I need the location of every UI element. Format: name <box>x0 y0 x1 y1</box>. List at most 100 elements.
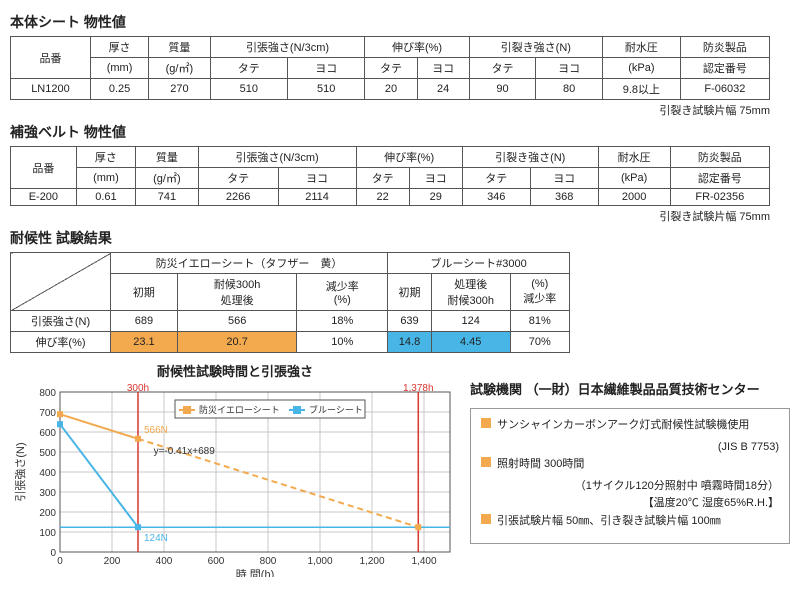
col-thick: 厚さ <box>90 37 148 58</box>
cell: 346 <box>462 189 530 206</box>
cell: 639 <box>388 311 432 332</box>
col-fire: 防炎製品 <box>680 37 769 58</box>
col-tear: 引裂き強さ(N) <box>462 147 598 168</box>
col-code: 品番 <box>11 147 77 189</box>
cell: 10% <box>297 332 388 353</box>
chart: 010020030040050060070080002004006008001,… <box>10 382 460 577</box>
svg-text:800: 800 <box>39 388 56 399</box>
u: (kPa) <box>598 168 670 189</box>
svg-text:時 間(h): 時 間(h) <box>236 568 275 577</box>
sub: タテ <box>365 58 417 79</box>
svg-text:1,400: 1,400 <box>411 556 436 567</box>
cell: 90 <box>469 79 536 100</box>
cell: 2000 <box>598 189 670 206</box>
svg-text:300: 300 <box>39 488 56 499</box>
col-mass: 質量 <box>149 37 210 58</box>
u: (kPa) <box>602 58 680 79</box>
sub: タテ <box>198 168 278 189</box>
cell: 70% <box>510 332 570 353</box>
info-box: サンシャインカーボンアーク灯式耐候性試験機使用(JIS B 7753)照射時間 … <box>470 408 790 544</box>
sub: タテ <box>469 58 536 79</box>
svg-text:600: 600 <box>39 428 56 439</box>
cell: LN1200 <box>11 79 91 100</box>
u: 認定番号 <box>680 58 769 79</box>
cell: 741 <box>136 189 199 206</box>
cell: 2266 <box>198 189 278 206</box>
cell: 14.8 <box>388 332 432 353</box>
h: 処理後 耐候300h <box>431 274 510 311</box>
section3-title: 耐候性 試験結果 <box>10 228 790 248</box>
sub: タテ <box>356 168 409 189</box>
u: (g/㎡) <box>136 168 199 189</box>
svg-text:100: 100 <box>39 528 56 539</box>
sub: ヨコ <box>536 58 603 79</box>
sub: ヨコ <box>287 58 364 79</box>
sheet-b: ブルーシート#3000 <box>388 253 570 274</box>
cell: 18% <box>297 311 388 332</box>
col-elong: 伸び率(%) <box>356 147 462 168</box>
col-elong: 伸び率(%) <box>365 37 469 58</box>
svg-text:引張強さ(N): 引張強さ(N) <box>13 442 27 501</box>
sub: ヨコ <box>417 58 469 79</box>
svg-text:y=-0.41x+689: y=-0.41x+689 <box>154 446 216 457</box>
col-tensile: 引張強さ(N/3cm) <box>210 37 365 58</box>
cell: 引張強さ(N) <box>11 311 111 332</box>
cell: 29 <box>409 189 462 206</box>
cell: 566 <box>177 311 297 332</box>
cell: 22 <box>356 189 409 206</box>
cell: F-06032 <box>680 79 769 100</box>
svg-text:124N: 124N <box>144 533 168 544</box>
table-body-sheet: 品番 厚さ 質量 引張強さ(N/3cm) 伸び率(%) 引裂き強さ(N) 耐水圧… <box>10 36 770 100</box>
col-code: 品番 <box>11 37 91 79</box>
svg-text:200: 200 <box>104 556 121 567</box>
h: 減少率 (%) <box>297 274 388 311</box>
svg-text:300h: 300h <box>127 383 149 394</box>
cell: 510 <box>210 79 287 100</box>
col-fire: 防炎製品 <box>670 147 769 168</box>
cell: 0.25 <box>90 79 148 100</box>
chart-title: 耐候性試験時間と引張強さ <box>10 361 460 380</box>
cell: E-200 <box>11 189 77 206</box>
sub: ヨコ <box>278 168 356 189</box>
table-belt: 品番 厚さ 質量 引張強さ(N/3cm) 伸び率(%) 引裂き強さ(N) 耐水圧… <box>10 146 770 206</box>
col-tensile: 引張強さ(N/3cm) <box>198 147 356 168</box>
u: (mm) <box>90 58 148 79</box>
svg-text:700: 700 <box>39 408 56 419</box>
svg-text:1,000: 1,000 <box>307 556 332 567</box>
svg-text:0: 0 <box>57 556 63 567</box>
col-water: 耐水圧 <box>602 37 680 58</box>
cell: 23.1 <box>111 332 178 353</box>
cell: 20 <box>365 79 417 100</box>
cell: 689 <box>111 311 178 332</box>
svg-text:ブルーシート: ブルーシート <box>309 404 363 415</box>
u: 認定番号 <box>670 168 769 189</box>
col-mass: 質量 <box>136 147 199 168</box>
cell: 80 <box>536 79 603 100</box>
table-row: LN1200 0.25 270 510 510 20 24 90 80 9.8以… <box>11 79 770 100</box>
cell: 2114 <box>278 189 356 206</box>
col-thick: 厚さ <box>76 147 135 168</box>
cell: 270 <box>149 79 210 100</box>
svg-text:防災イエローシート: 防災イエローシート <box>199 404 280 415</box>
cell: 9.8以上 <box>602 79 680 100</box>
h: 耐候300h 処理後 <box>177 274 297 311</box>
cell: 24 <box>417 79 469 100</box>
note1: 引裂き試験片幅 75mm <box>10 102 770 118</box>
h: (%) 減少率 <box>510 274 570 311</box>
u: (mm) <box>76 168 135 189</box>
h: 初期 <box>111 274 178 311</box>
section1-title: 本体シート 物性値 <box>10 12 790 32</box>
svg-text:800: 800 <box>260 556 277 567</box>
section2-title: 補強ベルト 物性値 <box>10 122 790 142</box>
sheet-a: 防災イエローシート（タフザー 黄） <box>111 253 388 274</box>
svg-text:400: 400 <box>156 556 173 567</box>
col-water: 耐水圧 <box>598 147 670 168</box>
svg-text:1,200: 1,200 <box>359 556 384 567</box>
svg-text:500: 500 <box>39 448 56 459</box>
table-row: 引張強さ(N) 689 566 18% 639 124 81% <box>11 311 570 332</box>
cell: FR-02356 <box>670 189 769 206</box>
cell: 510 <box>287 79 364 100</box>
col-tear: 引裂き強さ(N) <box>469 37 602 58</box>
institution: 試験機関 （一財）日本繊維製品品質技術センター <box>470 379 790 398</box>
cell: 124 <box>431 311 510 332</box>
